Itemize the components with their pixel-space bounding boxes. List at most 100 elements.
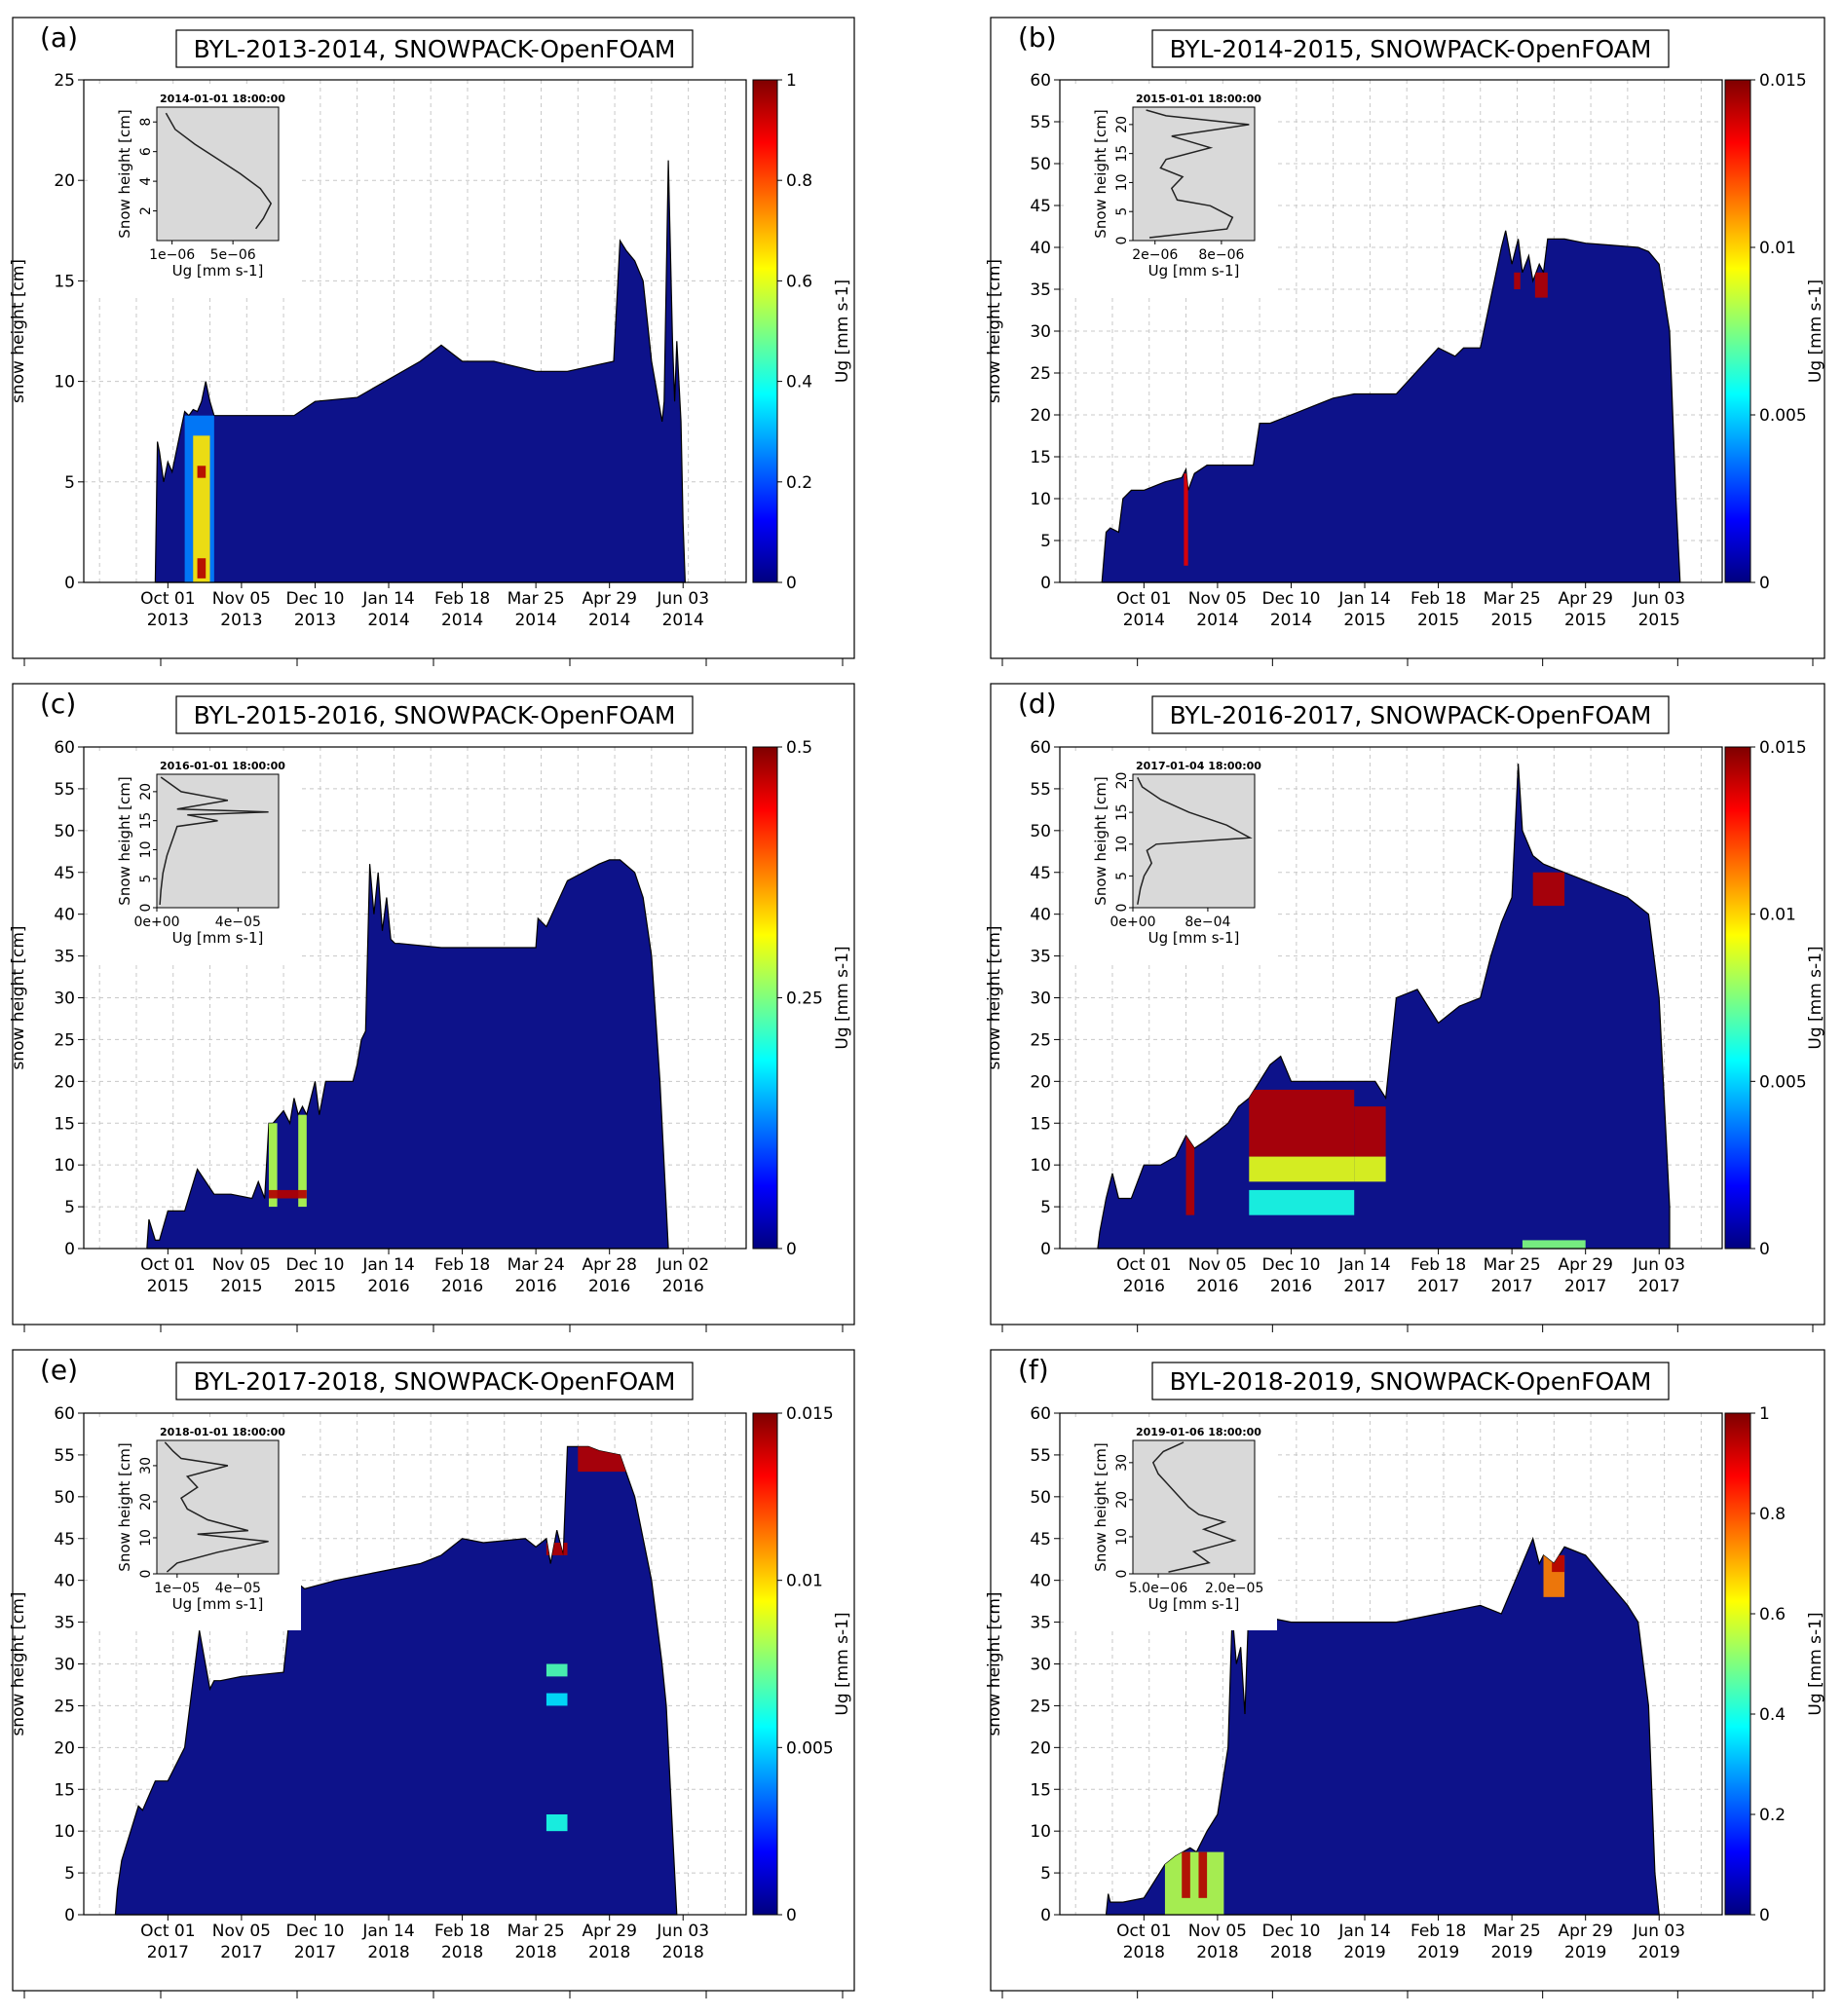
x-tick-date: Jan 14 [1337,1922,1390,1941]
y-tick-label: 10 [1030,1156,1051,1176]
x-tick-date: Apr 28 [582,1255,636,1275]
x-tick-year: 2018 [588,1943,630,1962]
x-tick-year: 2015 [220,1277,262,1296]
inset-x-tick-label: 5.0e−06 [1129,1581,1188,1596]
x-tick-date: Feb 18 [434,589,490,609]
colorbar-tick-label: 0.2 [1759,1806,1786,1825]
y-axis-label: snow height [cm] [985,1591,1004,1736]
y-tick-label: 60 [1030,1404,1051,1424]
x-tick-year: 2013 [220,611,262,630]
y-tick-label: 5 [64,1864,75,1884]
x-tick-date: Jun 03 [656,1922,709,1941]
inset-y-tick-label: 5 [1114,207,1130,216]
colorbar-tick-label: 0.2 [786,473,812,493]
chart-title: BYL-2018-2019, SNOWPACK-OpenFOAM [1170,1367,1652,1396]
inset-y-label: Snow height [cm] [116,776,133,905]
y-tick-label: 15 [54,1114,75,1134]
colorbar-tick-label: 0.25 [786,989,823,1009]
x-tick-year: 2018 [367,1943,409,1962]
inset-y-tick-label: 20 [1114,772,1130,790]
y-tick-label: 45 [1030,197,1051,216]
y-tick-label: 10 [54,1822,75,1842]
x-tick-date: Feb 18 [1410,1922,1466,1941]
y-tick-label: 40 [54,1572,75,1591]
x-tick-date: Jan 14 [1337,1255,1390,1275]
hot-regions [1164,1554,1565,1915]
inset-y-tick-label: 10 [138,1529,154,1547]
colorbar-tick-label: 0 [786,1240,797,1259]
colorbar-tick-label: 0.015 [1759,71,1807,91]
x-tick-year: 2019 [1343,1943,1385,1962]
ug-region [1184,473,1188,566]
ug-region [197,466,207,478]
y-tick-label: 60 [54,1404,75,1424]
inset-y-tick-label: 15 [138,812,154,830]
y-tick-label: 0 [1040,574,1051,593]
colorbar-label: Ug [mm s-1] [1806,280,1825,383]
x-tick-year: 2014 [367,611,409,630]
y-tick-label: 45 [54,1530,75,1549]
colorbar-tick-label: 0 [1759,1906,1770,1925]
x-tick-year: 2016 [1123,1277,1165,1296]
x-tick-date: Nov 05 [212,1922,271,1941]
colorbar-tick-label: 0.01 [1759,906,1796,925]
x-tick-year: 2017 [220,1943,262,1962]
x-tick-year: 2016 [1270,1277,1312,1296]
snowpack-area [146,859,669,1250]
y-tick-label: 10 [1030,490,1051,509]
panel-label: (c) [40,688,76,720]
x-tick-date: Oct 01 [140,1922,195,1941]
y-tick-label: 45 [1030,1530,1051,1549]
y-tick-label: 5 [64,473,75,493]
x-tick-year: 2017 [1638,1277,1680,1296]
inset-plot-area [1132,1439,1256,1575]
y-tick-label: 5 [64,1198,75,1217]
x-tick-date: Jun 03 [656,589,709,609]
inset-y-tick-label: 10 [1114,836,1130,853]
x-tick-year: 2019 [1638,1943,1680,1962]
inset-timestamp: 2015-01-01 18:00:00 [1136,93,1261,105]
inset-y-tick-label: 0 [138,1570,154,1579]
x-tick-year: 2014 [514,611,556,630]
ug-region [1354,1156,1386,1182]
chart-title: BYL-2017-2018, SNOWPACK-OpenFOAM [194,1367,676,1396]
y-tick-label: 30 [1030,322,1051,342]
y-tick-label: 25 [54,1030,75,1050]
y-tick-label: 10 [1030,1822,1051,1842]
ug-region [1354,1106,1386,1157]
ug-region [268,1189,307,1199]
y-tick-label: 30 [54,1656,75,1675]
panel-label: (b) [1018,21,1057,54]
x-tick-year: 2015 [1417,611,1459,630]
y-tick-label: 20 [54,1072,75,1092]
inset-x-label: Ug [mm s-1] [172,929,264,947]
panel-label: (f) [1018,1354,1049,1386]
y-tick-label: 35 [54,1614,75,1633]
colorbar-tick-label: 1 [1759,1404,1770,1424]
colorbar-label: Ug [mm s-1] [833,1612,852,1715]
panel-c: (c) BYL-2015-2016, SNOWPACK-OpenFOAM 0 5 10 1… [9,683,855,1332]
x-tick-year: 2019 [1417,1943,1459,1962]
x-tick-date: Mar 25 [508,589,565,609]
inset-x-label: Ug [mm s-1] [172,1595,264,1613]
colorbar-label: Ug [mm s-1] [833,946,852,1049]
colorbar-tick-label: 0.015 [1759,738,1807,758]
inset-x-tick-label: 1e−05 [154,1581,200,1596]
x-tick-date: Mar 25 [1484,1922,1541,1941]
inset: 2017-01-04 18:00:00 0 5 10 15 20 0e+00 8e−04Ug … [1068,755,1277,964]
x-tick-year: 2018 [1270,1943,1312,1962]
colorbar-tick-label: 0.5 [786,738,812,758]
y-tick-label: 0 [64,1906,75,1925]
y-tick-label: 5 [1040,1864,1051,1884]
chart-title: BYL-2013-2014, SNOWPACK-OpenFOAM [194,35,676,63]
y-tick-label: 55 [1030,1446,1051,1466]
x-tick-year: 2014 [1196,611,1238,630]
y-tick-label: 35 [1030,1614,1051,1633]
y-tick-label: 40 [54,906,75,925]
colorbar-tick-label: 0.6 [1759,1605,1786,1624]
y-tick-label: 0 [64,574,75,593]
x-tick-date: Nov 05 [212,1255,271,1275]
inset-y-tick-label: 0 [1114,1570,1130,1579]
